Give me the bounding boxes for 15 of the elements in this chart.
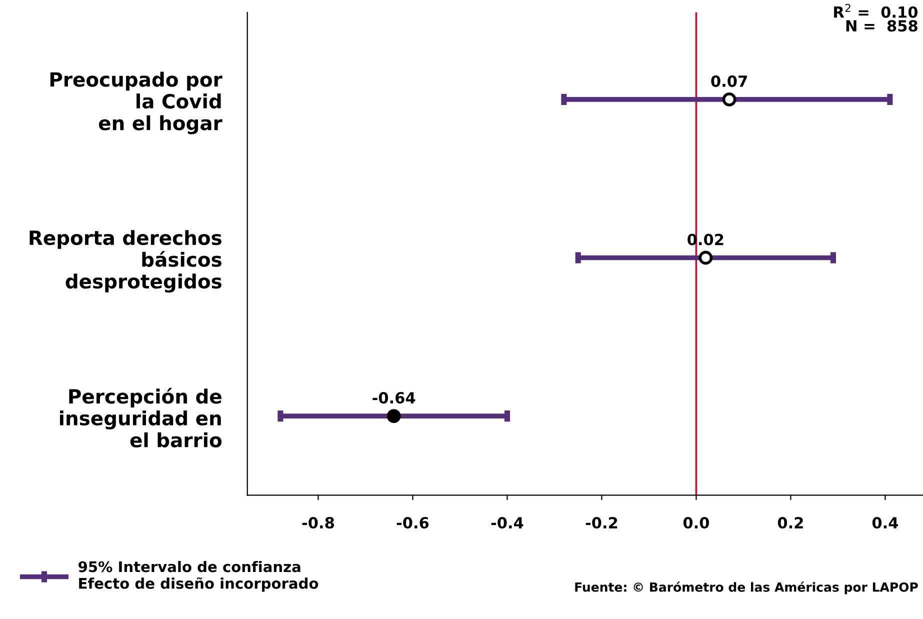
y-tick-label: Reporta derechos básicos desprotegidos xyxy=(30,230,222,293)
x-tick-label: -0.2 xyxy=(586,517,618,529)
annotation: R$^{2}$ = 0.10 N = 858 xyxy=(834,4,918,32)
y-tick-label: Percepción de inseguridad en el barrio xyxy=(60,388,222,448)
text: 95% Intervalo de confianza Efecto de diseño incorporado xyxy=(78,560,318,592)
x-tick-label: 0.2 xyxy=(778,517,803,529)
x-tick-label: -0.4 xyxy=(491,517,524,529)
y-tick-label: Preocupado por la Covid en el hogar xyxy=(50,72,222,134)
data-label: 0.07 xyxy=(711,75,747,87)
x-tick-label: -0.6 xyxy=(396,517,429,529)
data-label: -0.64 xyxy=(372,392,416,404)
x-tick-label: 0.0 xyxy=(683,517,710,529)
source-note: Fuente: © Barómetro de las Américas por LAPOP xyxy=(575,582,918,594)
x-tick-label: -0.8 xyxy=(302,517,334,529)
x-tick-label: 0.4 xyxy=(872,517,898,529)
